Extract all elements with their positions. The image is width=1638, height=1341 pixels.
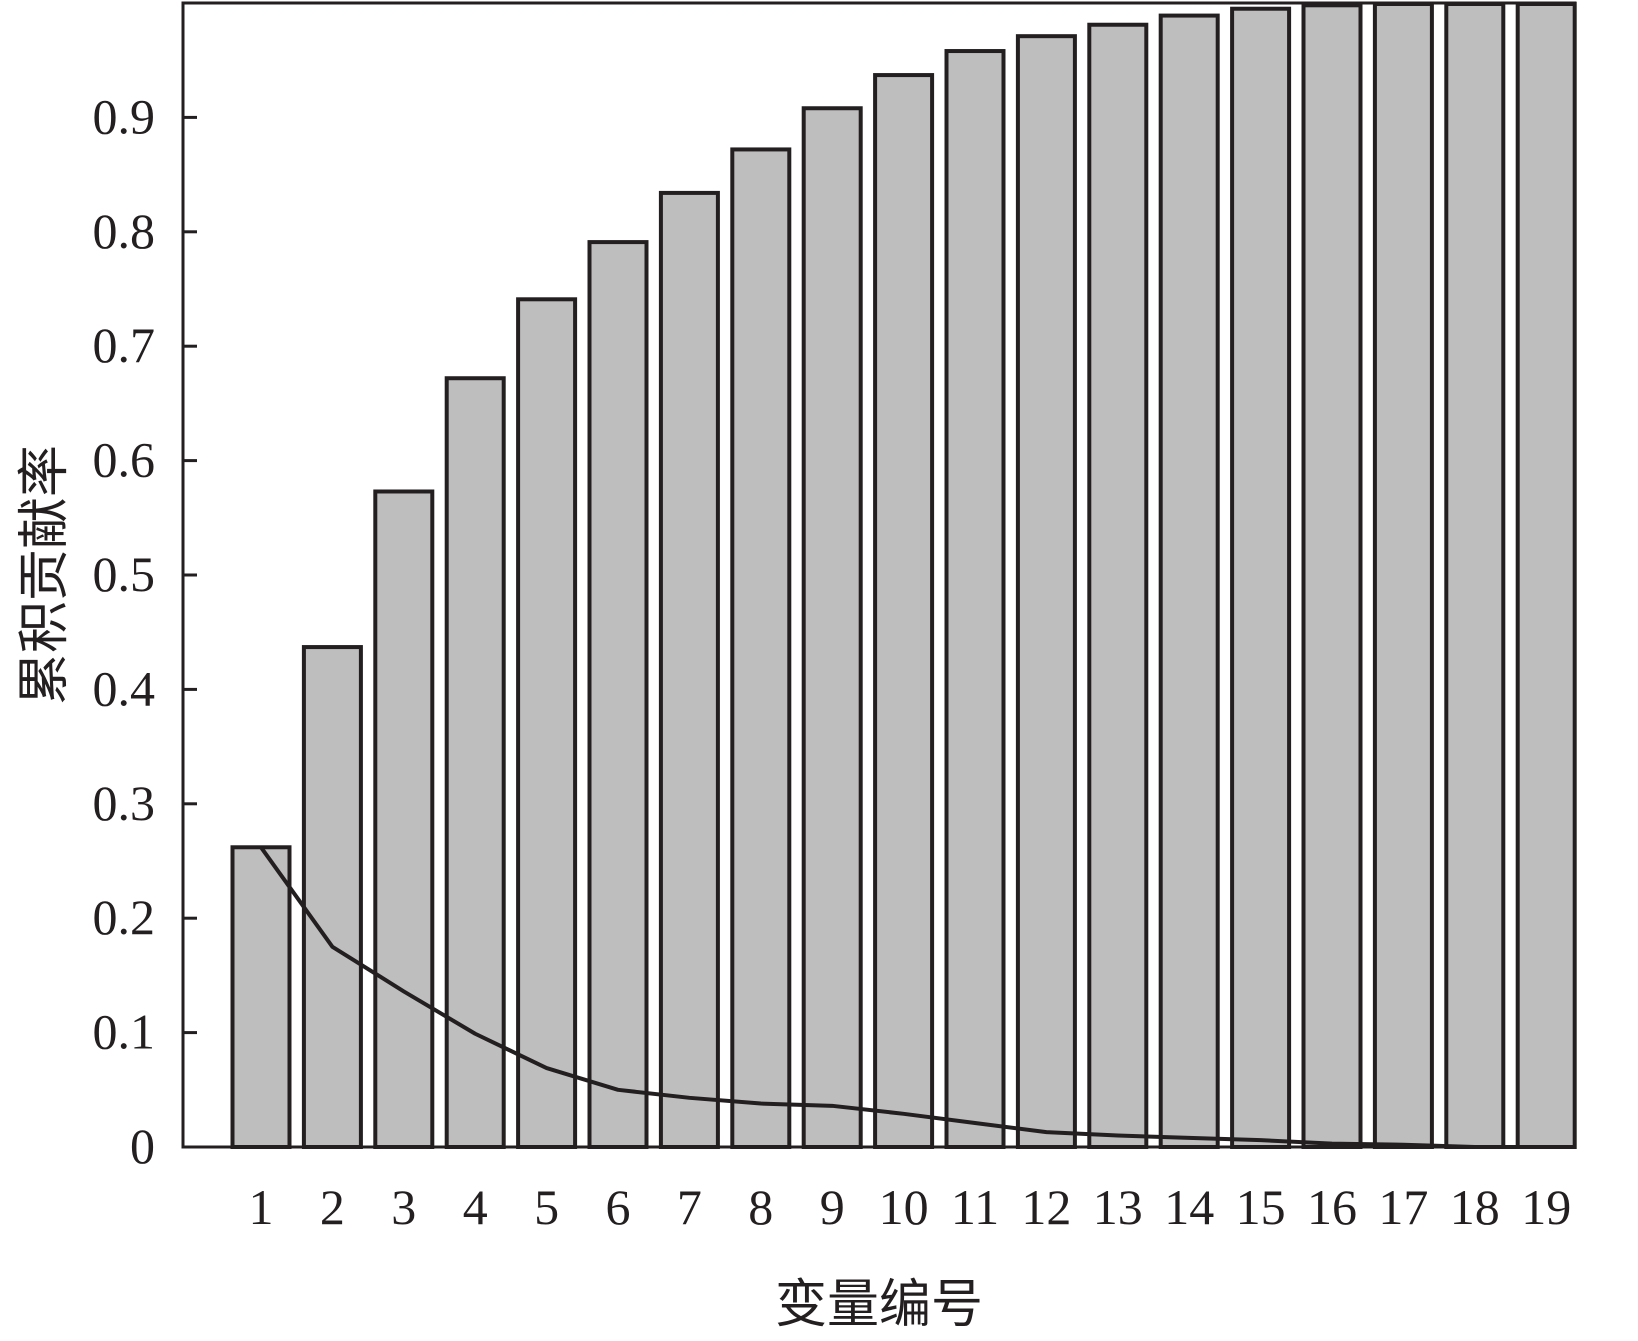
bar-19 (1515, 2, 1577, 1149)
x-tick-label: 3 (391, 1179, 416, 1235)
x-tick-label: 13 (1093, 1179, 1143, 1235)
bar-3 (373, 489, 435, 1150)
y-tick-label: 0.1 (93, 1004, 156, 1060)
y-tick-label: 0.4 (93, 660, 156, 716)
bar-12 (1015, 34, 1077, 1149)
x-axis-title: 变量编号 (775, 1275, 983, 1335)
y-tick-label: 0 (130, 1118, 155, 1174)
bar-17 (1372, 2, 1434, 1149)
bar-15 (1230, 6, 1292, 1150)
y-tick-label: 0.3 (93, 775, 156, 831)
x-tick-label: 18 (1450, 1179, 1500, 1235)
x-tick-label: 17 (1378, 1179, 1428, 1235)
bar-4 (444, 376, 506, 1149)
bar-9 (801, 106, 863, 1149)
bar-18 (1444, 2, 1506, 1149)
bar-13 (1087, 22, 1149, 1150)
bar-10 (873, 73, 935, 1149)
x-tick-label: 7 (677, 1179, 702, 1235)
x-tick-label: 5 (534, 1179, 559, 1235)
bar-5 (516, 297, 578, 1149)
x-tick-label: 16 (1307, 1179, 1357, 1235)
x-tick-label: 4 (463, 1179, 488, 1235)
bar-2 (301, 645, 363, 1150)
x-axis-ticks: 1 2 3 4 5 6 7 8 9 10 11 12 13 14 15 16 17 18 19 (249, 1179, 1572, 1235)
x-tick-label: 8 (748, 1179, 773, 1235)
x-tick-label: 14 (1164, 1179, 1214, 1235)
y-tick-label: 0.5 (93, 546, 156, 602)
bar-16 (1301, 3, 1363, 1150)
bar-6 (587, 240, 649, 1149)
x-tick-label: 9 (820, 1179, 845, 1235)
x-tick-label: 2 (320, 1179, 345, 1235)
bar-1 (230, 845, 292, 1149)
bar-8 (730, 147, 792, 1149)
x-tick-label: 19 (1521, 1179, 1571, 1235)
x-tick-label: 15 (1236, 1179, 1286, 1235)
bar-11 (944, 49, 1006, 1150)
y-axis-title: 累积贡献率 (15, 445, 75, 705)
y-tick-label: 0.8 (93, 203, 156, 259)
y-tick-label: 0.9 (93, 88, 156, 144)
trend-line (259, 846, 1547, 1149)
y-tick-label: 0.2 (93, 889, 156, 945)
y-tick-label: 0.7 (93, 317, 156, 373)
bars (230, 2, 1577, 1150)
x-tick-label: 10 (879, 1179, 929, 1235)
y-axis-ticks: 0 0.1 0.2 0.3 0.4 0.5 0.6 0.7 0.8 0.9 (93, 88, 197, 1174)
x-tick-label: 12 (1021, 1179, 1071, 1235)
x-tick-label: 1 (249, 1179, 274, 1235)
bar-7 (658, 190, 720, 1150)
x-tick-label: 6 (606, 1179, 631, 1235)
x-tick-label: 11 (951, 1179, 999, 1235)
bar-14 (1158, 13, 1220, 1150)
y-tick-label: 0.6 (93, 432, 156, 488)
